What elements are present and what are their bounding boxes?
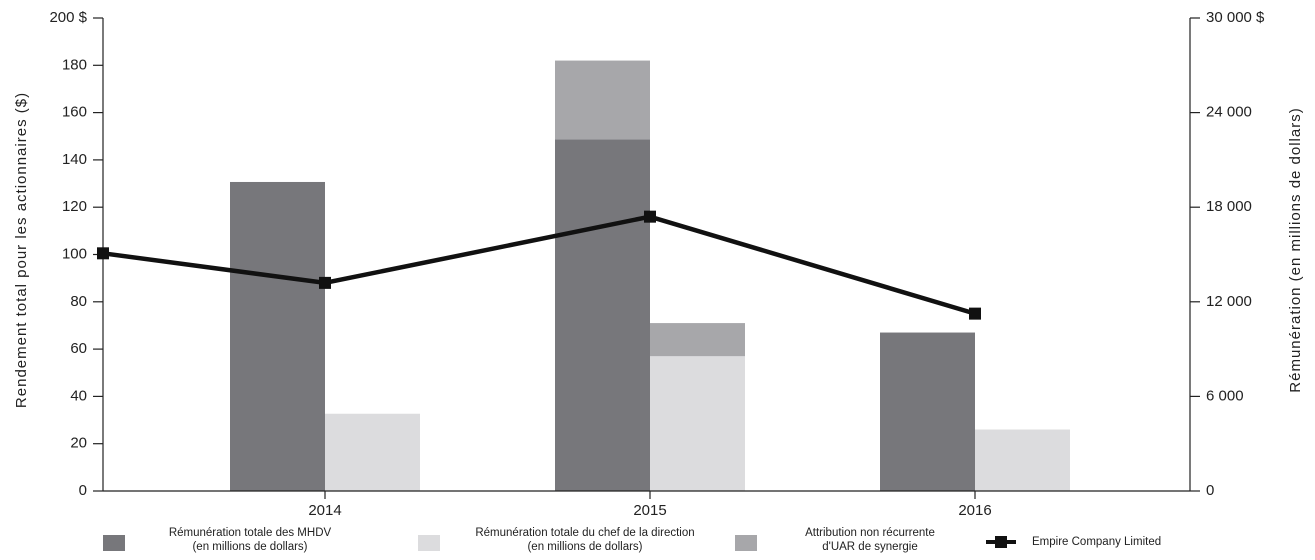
y2-tick-label: 6 000: [1206, 387, 1244, 404]
bar: [650, 356, 745, 491]
line-marker: [644, 210, 656, 223]
y-tick-label: 140: [62, 151, 87, 168]
y-tick-label: 100: [62, 245, 87, 262]
y-tick-label: 60: [70, 340, 87, 357]
y-tick-label: 160: [62, 104, 87, 121]
y-tick-label: 40: [70, 387, 87, 404]
y-tick-label: 80: [70, 293, 87, 310]
y-axis-title: Rendement total pour les actionnaires ($…: [13, 92, 30, 408]
bar: [975, 429, 1070, 491]
bar: [325, 413, 420, 491]
bar: [555, 139, 650, 492]
y2-tick-label: 30 000 $: [1206, 9, 1265, 26]
y2-tick-label: 18 000: [1206, 198, 1252, 215]
y-tick-label: 120: [62, 198, 87, 215]
legend-label: Rémunération totale des MHDV (en million…: [168, 527, 332, 553]
legend-label: Rémunération totale du chef de la direct…: [475, 527, 695, 553]
x-tick-label: 2014: [308, 502, 341, 519]
legend: Rémunération totale des MHDV (en million…: [0, 524, 1315, 560]
y2-tick-label: 0: [1206, 482, 1214, 499]
y2-axis-title: Rémunération (en millions de dollars): [1287, 107, 1304, 392]
bar: [880, 332, 975, 491]
y2-tick-label: 24 000: [1206, 104, 1252, 121]
legend-swatch: [735, 535, 757, 551]
chart: Rendement total pour les actionnaires ($…: [13, 9, 1304, 519]
x-tick-label: 2015: [633, 502, 666, 519]
line-marker: [97, 247, 109, 260]
legend-swatch: [103, 535, 125, 551]
y-tick-label: 200 $: [49, 9, 87, 26]
legend-label: Attribution non récurrente d'UAR de syne…: [805, 527, 935, 553]
x-tick-label: 2016: [958, 502, 991, 519]
bar-segment: [555, 60, 650, 140]
line-marker: [969, 307, 981, 320]
line-marker: [319, 276, 331, 289]
bar-segment: [650, 323, 745, 357]
line: [102, 214, 976, 316]
legend-swatch: [418, 535, 440, 551]
y-tick-label: 180: [62, 56, 87, 73]
y-tick-label: 20: [70, 435, 87, 452]
legend-swatch: [995, 536, 1007, 548]
bar: [230, 181, 325, 491]
legend-label: Empire Company Limited: [1032, 536, 1162, 548]
y-tick-label: 0: [79, 482, 87, 499]
y2-tick-label: 12 000: [1206, 293, 1252, 310]
